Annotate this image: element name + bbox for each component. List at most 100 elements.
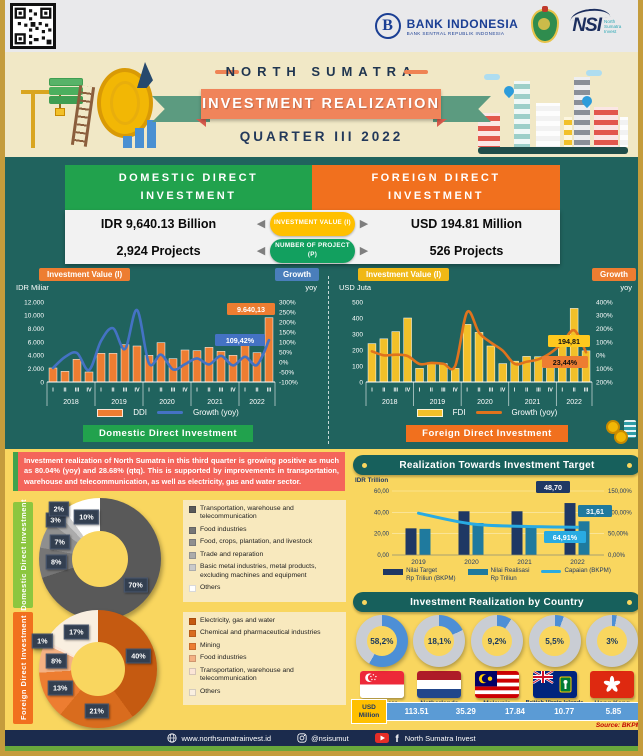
svg-text:-50%: -50% bbox=[279, 369, 294, 376]
svg-text:I: I bbox=[148, 388, 150, 394]
fdi-value-badge: Investment Value (I) bbox=[358, 268, 450, 281]
svg-text:I: I bbox=[196, 388, 198, 394]
share-percentage: 58,2% bbox=[366, 625, 397, 657]
svg-text:I: I bbox=[100, 388, 102, 394]
instagram-handle: @nsisumut bbox=[311, 733, 349, 743]
svg-text:I: I bbox=[371, 388, 373, 394]
country-column: 5,5%British Virgin Islands bbox=[526, 615, 584, 707]
svg-text:III: III bbox=[267, 388, 272, 394]
fdi-chart-footer: Foreign Direct Investment bbox=[336, 423, 638, 442]
quarter-title: QUARTER III 2022 bbox=[239, 129, 404, 144]
svg-text:109,42%: 109,42% bbox=[226, 336, 255, 345]
svg-text:III: III bbox=[75, 388, 80, 394]
svg-text:2020: 2020 bbox=[477, 399, 493, 406]
fdi-chart-legend: FDI Growth (yoy) bbox=[336, 408, 638, 417]
svg-text:2022: 2022 bbox=[249, 399, 265, 406]
svg-text:0%: 0% bbox=[279, 359, 289, 366]
svg-text:6.000: 6.000 bbox=[28, 339, 45, 346]
legend-item: Food, crops, plantation, and livestock bbox=[189, 538, 340, 547]
share-gauge: 18,1% bbox=[413, 615, 466, 667]
svg-text:0,00%: 0,00% bbox=[608, 553, 626, 559]
instagram-icon bbox=[297, 733, 307, 743]
usd-million-tag: USD Million bbox=[351, 699, 387, 724]
svg-text:III: III bbox=[123, 388, 128, 394]
arrow-left-icon: ◀ bbox=[256, 218, 266, 230]
legend-bar-swatch bbox=[97, 408, 124, 417]
qr-pattern bbox=[14, 7, 52, 45]
share-gauge: 9,2% bbox=[470, 615, 523, 667]
svg-text:2019: 2019 bbox=[430, 399, 446, 406]
svg-text:8.000: 8.000 bbox=[28, 326, 45, 333]
svg-text:12.000: 12.000 bbox=[24, 299, 44, 306]
nsi-subtitle: North Sumatra Invest bbox=[604, 18, 622, 34]
svg-text:IV: IV bbox=[86, 388, 91, 394]
number-of-project-pill: NUMBER OF PROJECT (P) bbox=[270, 238, 355, 263]
ddi-sectors-legend: Transportation, warehouse and telecommun… bbox=[183, 500, 346, 602]
svg-text:II: II bbox=[256, 388, 259, 394]
country-column: 3%Hong Kong bbox=[583, 615, 638, 707]
fdi-chart-plot: 500 400 300 200 100 0 400% 300% 200% 100% 0% 100% 20… bbox=[352, 299, 613, 406]
svg-text:2.000: 2.000 bbox=[28, 366, 45, 373]
legend-item: Electricity, gas and water bbox=[189, 617, 340, 625]
svg-text:40,00: 40,00 bbox=[374, 510, 390, 516]
country-column: 18,1%Netherlands bbox=[411, 615, 469, 707]
chart-divider bbox=[328, 276, 329, 444]
svg-text:II: II bbox=[478, 388, 481, 394]
usd-value: 113.51 bbox=[404, 707, 429, 716]
bank-indonesia-logo: B BANK INDONESIA BANK SENTRAL REPUBLIK I… bbox=[374, 13, 519, 39]
svg-text:200%: 200% bbox=[279, 319, 296, 326]
svg-text:60,00: 60,00 bbox=[374, 489, 390, 495]
segment-label-chip: 70% bbox=[123, 577, 148, 593]
svg-text:100,00%: 100,00% bbox=[608, 510, 632, 516]
target-section-title: Realization Towards Investment Target bbox=[399, 459, 595, 471]
segment-label-chip: 7% bbox=[49, 534, 70, 550]
fdi-growth-unit: yoy bbox=[620, 283, 632, 292]
svg-text:0: 0 bbox=[40, 379, 44, 386]
footer-green-strip bbox=[5, 746, 638, 751]
bank-indonesia-name: BANK INDONESIA bbox=[406, 16, 519, 31]
fdi-sectors-side-label: Foreign Direct Investment bbox=[13, 612, 33, 724]
website-link[interactable]: www.northsumatrainvest.id bbox=[167, 733, 271, 743]
analysis-section: Investment realization of North Sumatra … bbox=[5, 449, 638, 730]
segment-label-chip: 21% bbox=[84, 703, 109, 719]
country-section-header: Investment Realization by Country bbox=[353, 592, 638, 612]
svg-text:f: f bbox=[395, 734, 399, 743]
svg-text:48,70: 48,70 bbox=[544, 483, 562, 492]
social-links[interactable]: f North Sumatra Invest bbox=[374, 733, 476, 743]
fdi-quarterly-chart: Investment Value (I) Growth USD Juta yoy… bbox=[336, 268, 638, 446]
dot-icon bbox=[627, 462, 632, 468]
fdi-sectors-legend: Electricity, gas and water Chemical and p… bbox=[183, 612, 346, 706]
globe-icon bbox=[167, 733, 178, 743]
svg-text:4.000: 4.000 bbox=[28, 353, 45, 360]
share-percentage: 18,1% bbox=[424, 625, 455, 657]
legend-label: DDI bbox=[133, 408, 147, 417]
segment-label-chip: 10% bbox=[74, 509, 99, 525]
segment-label-chip: 2% bbox=[48, 501, 69, 517]
segment-label-chip: 13% bbox=[47, 680, 73, 696]
qr-code-icon[interactable] bbox=[10, 3, 56, 49]
svg-text:250%: 250% bbox=[279, 309, 296, 316]
facebook-icon: f bbox=[395, 734, 399, 743]
footer-bar: www.northsumatrainvest.id @nsisumut f No… bbox=[5, 730, 638, 746]
svg-text:III: III bbox=[441, 388, 446, 394]
svg-text:20,00: 20,00 bbox=[374, 532, 390, 538]
arrow-right-icon: ▶ bbox=[359, 218, 369, 230]
instagram-link[interactable]: @nsisumut bbox=[297, 733, 349, 743]
fdi-header-label: FOREIGN DIRECT INVESTMENT bbox=[371, 171, 501, 202]
legend-item: Others bbox=[189, 584, 340, 593]
svg-text:200%: 200% bbox=[596, 379, 613, 386]
svg-text:100: 100 bbox=[352, 363, 363, 370]
main-title: INVESTMENT REALIZATION bbox=[202, 96, 440, 112]
svg-text:300%: 300% bbox=[279, 299, 296, 306]
fdi-investment-value: USD 194.81 Million bbox=[410, 216, 523, 231]
segment-label-chip: 17% bbox=[64, 624, 89, 640]
share-percentage: 5,5% bbox=[539, 625, 570, 657]
source-note: Source: BKPM bbox=[595, 722, 641, 729]
construction-coin-illustration bbox=[19, 60, 189, 152]
segment-label-chip: 8% bbox=[46, 653, 67, 669]
svg-text:II: II bbox=[430, 388, 433, 394]
flag-netherlands-icon bbox=[417, 671, 462, 698]
svg-text:IV: IV bbox=[405, 388, 410, 394]
comparison-panel: IDR 9,640.13 Billion ◀ INVESTMENT VALUE … bbox=[65, 210, 560, 264]
main-title-ribbon: INVESTMENT REALIZATION bbox=[201, 89, 441, 119]
